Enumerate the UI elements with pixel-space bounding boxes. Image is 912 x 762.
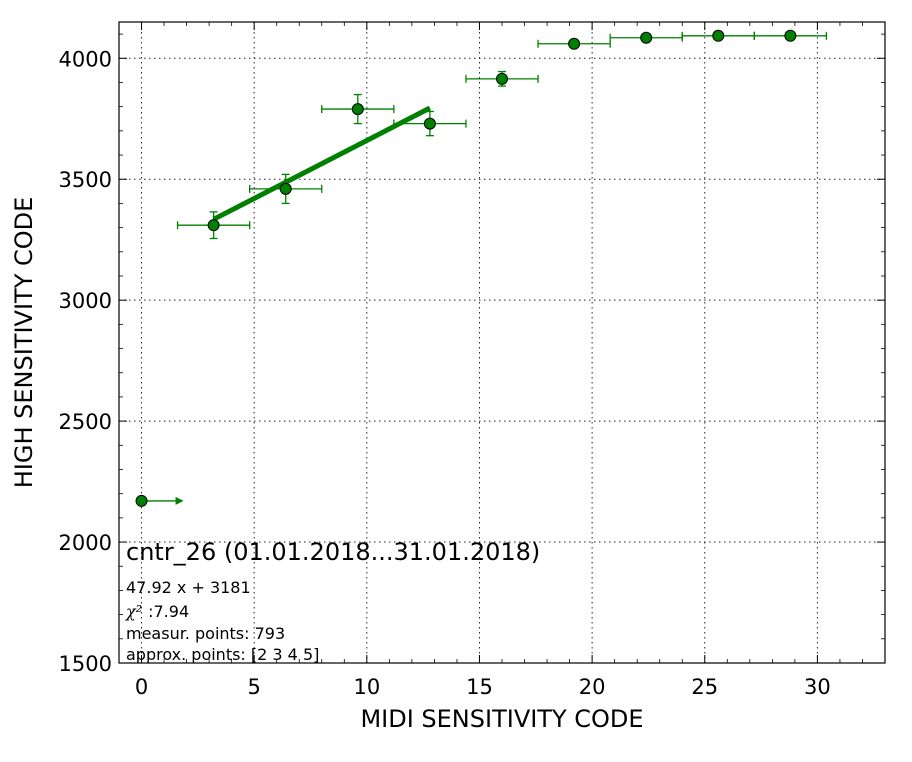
y-tick-label: 4000	[59, 47, 112, 71]
grid-layer	[119, 22, 885, 664]
data-point	[784, 29, 797, 42]
x-tick-label: 0	[135, 675, 148, 699]
x-axis-title: MIDI SENSITIVITY CODE	[360, 705, 643, 733]
x-tick-label: 20	[579, 675, 606, 699]
y-tick-label: 3000	[59, 289, 112, 313]
chi2-value: :7.94	[148, 602, 189, 621]
data-point	[423, 117, 436, 130]
data-point	[640, 31, 653, 44]
y-tick-label: 3500	[59, 168, 112, 192]
annotation-chi2: χ² :7.94	[125, 602, 189, 621]
tick-layer	[119, 22, 886, 664]
plot-frame	[118, 21, 886, 664]
y-tick-label: 2500	[59, 410, 112, 434]
annotation-equation: 47.92 x + 3181	[126, 578, 251, 597]
data-point	[279, 182, 292, 195]
point-layer	[135, 29, 797, 507]
data-point	[712, 29, 725, 42]
annotation-measur-points: measur. points: 793	[126, 624, 285, 643]
annotation-title: cntr_26 (01.01.2018...31.01.2018)	[126, 538, 540, 566]
x-tick-label: 30	[804, 675, 831, 699]
data-point	[135, 494, 148, 507]
y-tick-label: 1500	[59, 652, 112, 676]
x-tick-label: 10	[353, 675, 380, 699]
x-tick-label: 15	[466, 675, 493, 699]
y-axis-title: HIGH SENSITIVITY CODE	[10, 197, 38, 489]
x-tick-label: 5	[247, 675, 260, 699]
data-point	[207, 219, 220, 232]
limit-arrow	[175, 496, 184, 505]
y-tick-label: 2000	[59, 531, 112, 555]
chi2-symbol: χ²	[125, 602, 142, 621]
x-tick-label: 25	[691, 675, 718, 699]
fit-layer	[212, 105, 432, 222]
data-point	[496, 72, 508, 85]
data-point	[568, 37, 581, 50]
data-point	[351, 103, 364, 116]
annotation-approx-points: approx. points: [2 3 4 5]	[126, 645, 319, 664]
tick-label-layer: 0 5 10 15 20 25 30 1500 2000 2500 3000 3500 4000	[59, 47, 831, 699]
errorbar-layer	[141, 31, 828, 505]
fit-line	[212, 105, 432, 222]
